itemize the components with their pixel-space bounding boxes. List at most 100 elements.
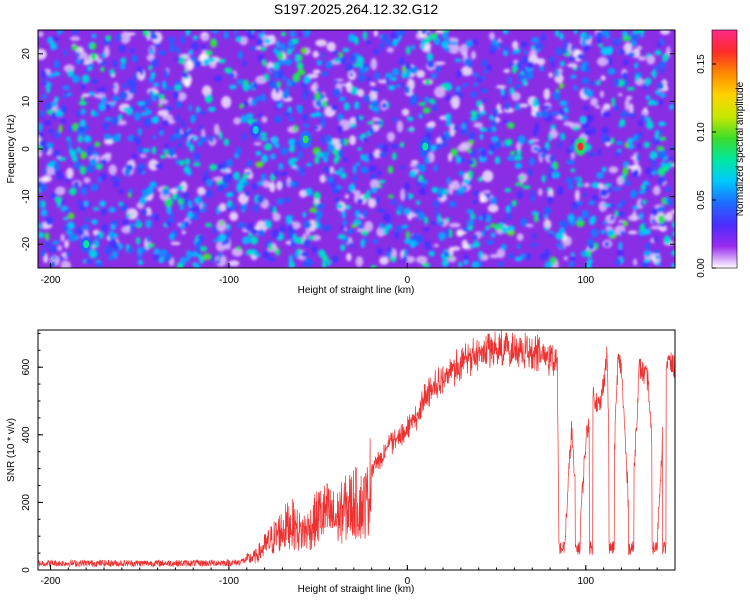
amplitude-blob bbox=[377, 170, 382, 176]
amplitude-blob bbox=[652, 250, 661, 255]
amplitude-blob bbox=[40, 200, 46, 209]
colorbar-label: Normalized spectral amplitude bbox=[735, 81, 746, 216]
low-amplitude-patch bbox=[482, 170, 494, 183]
amplitude-blob bbox=[616, 140, 623, 146]
amplitude-blob bbox=[445, 228, 450, 238]
amplitude-blob bbox=[420, 38, 426, 48]
amplitude-blob bbox=[110, 233, 116, 239]
amplitude-blob bbox=[92, 152, 100, 157]
amplitude-blob bbox=[67, 212, 75, 220]
amplitude-blob bbox=[368, 165, 377, 173]
amplitude-blob bbox=[205, 50, 213, 56]
amplitude-blob bbox=[320, 113, 325, 122]
amplitude-blob bbox=[95, 163, 103, 170]
amplitude-blob bbox=[494, 223, 502, 231]
amplitude-blob bbox=[657, 214, 665, 224]
low-amplitude-patch bbox=[470, 50, 477, 60]
amplitude-blob bbox=[492, 110, 497, 120]
amplitude-blob bbox=[195, 240, 201, 250]
amplitude-blob bbox=[245, 226, 252, 232]
amplitude-blob bbox=[622, 220, 629, 227]
amplitude-blob bbox=[485, 239, 494, 245]
amplitude-blob bbox=[177, 141, 182, 149]
amplitude-blob bbox=[641, 261, 650, 268]
amplitude-blob bbox=[657, 81, 664, 90]
heatmap-y-axis-label: Frequency (Hz) bbox=[6, 115, 17, 184]
amplitude-blob bbox=[476, 76, 484, 83]
amplitude-blob bbox=[502, 30, 509, 35]
amplitude-blob bbox=[576, 219, 585, 228]
amplitude-blob bbox=[350, 86, 359, 96]
amplitude-blob bbox=[188, 200, 193, 209]
amplitude-blob bbox=[77, 135, 83, 143]
amplitude-blob bbox=[149, 181, 157, 189]
amplitude-blob bbox=[63, 49, 68, 57]
amplitude-blob bbox=[525, 70, 534, 80]
amplitude-blob bbox=[520, 217, 528, 227]
amplitude-blob bbox=[458, 92, 464, 100]
amplitude-blob bbox=[599, 188, 609, 197]
amplitude-blob bbox=[355, 114, 360, 124]
amplitude-blob bbox=[595, 79, 601, 86]
amplitude-blob bbox=[145, 219, 152, 229]
amplitude-blob bbox=[672, 231, 675, 237]
amplitude-blob bbox=[438, 231, 446, 241]
amplitude-blob bbox=[126, 247, 134, 254]
low-amplitude-patch bbox=[489, 254, 499, 259]
amplitude-blob bbox=[66, 136, 71, 142]
low-amplitude-patch bbox=[228, 260, 240, 267]
amplitude-blob bbox=[186, 139, 190, 147]
amplitude-blob bbox=[585, 114, 594, 123]
amplitude-blob bbox=[305, 257, 311, 263]
amplitude-blob bbox=[505, 138, 513, 146]
amplitude-blob bbox=[50, 191, 57, 199]
amplitude-blob bbox=[71, 74, 80, 84]
amplitude-blob bbox=[175, 159, 181, 165]
amplitude-blob bbox=[224, 67, 233, 74]
amplitude-blob bbox=[259, 132, 268, 137]
amplitude-blob bbox=[405, 45, 411, 55]
amplitude-blob bbox=[520, 41, 528, 48]
amplitude-blob bbox=[183, 220, 190, 226]
amplitude-blob bbox=[489, 146, 496, 153]
amplitude-blob bbox=[67, 69, 74, 78]
amplitude-blob bbox=[292, 72, 301, 83]
amplitude-blob bbox=[113, 179, 120, 188]
amplitude-blob bbox=[318, 249, 326, 258]
amplitude-blob bbox=[150, 94, 155, 100]
amplitude-blob bbox=[480, 88, 489, 94]
amplitude-blob bbox=[81, 74, 90, 84]
amplitude-blob bbox=[348, 183, 356, 192]
amplitude-blob bbox=[557, 140, 562, 149]
amplitude-blob bbox=[151, 30, 156, 35]
low-amplitude-patch bbox=[574, 189, 580, 200]
amplitude-blob bbox=[38, 231, 45, 239]
amplitude-blob bbox=[477, 176, 483, 183]
amplitude-blob bbox=[573, 85, 578, 91]
amplitude-blob bbox=[42, 145, 49, 154]
amplitude-blob bbox=[442, 188, 448, 197]
amplitude-blob bbox=[627, 52, 636, 57]
amplitude-blob bbox=[617, 211, 625, 217]
amplitude-blob bbox=[91, 33, 97, 39]
amplitude-blob bbox=[657, 167, 666, 176]
amplitude-blob bbox=[316, 60, 323, 66]
amplitude-blob bbox=[80, 151, 87, 160]
amplitude-blob bbox=[164, 253, 172, 262]
amplitude-blob bbox=[620, 199, 626, 206]
low-amplitude-patch bbox=[461, 66, 473, 77]
amplitude-blob bbox=[516, 149, 522, 156]
amplitude-blob bbox=[255, 95, 261, 102]
amplitude-blob bbox=[547, 195, 554, 205]
amplitude-blob bbox=[343, 157, 348, 163]
amplitude-blob bbox=[616, 248, 624, 257]
amplitude-blob bbox=[325, 134, 332, 143]
amplitude-blob bbox=[659, 68, 665, 73]
amplitude-blob bbox=[505, 205, 511, 213]
amplitude-blob bbox=[621, 30, 629, 37]
low-amplitude-patch bbox=[315, 39, 327, 47]
amplitude-blob bbox=[126, 213, 131, 219]
amplitude-blob bbox=[441, 31, 449, 40]
low-amplitude-patch bbox=[637, 56, 647, 61]
